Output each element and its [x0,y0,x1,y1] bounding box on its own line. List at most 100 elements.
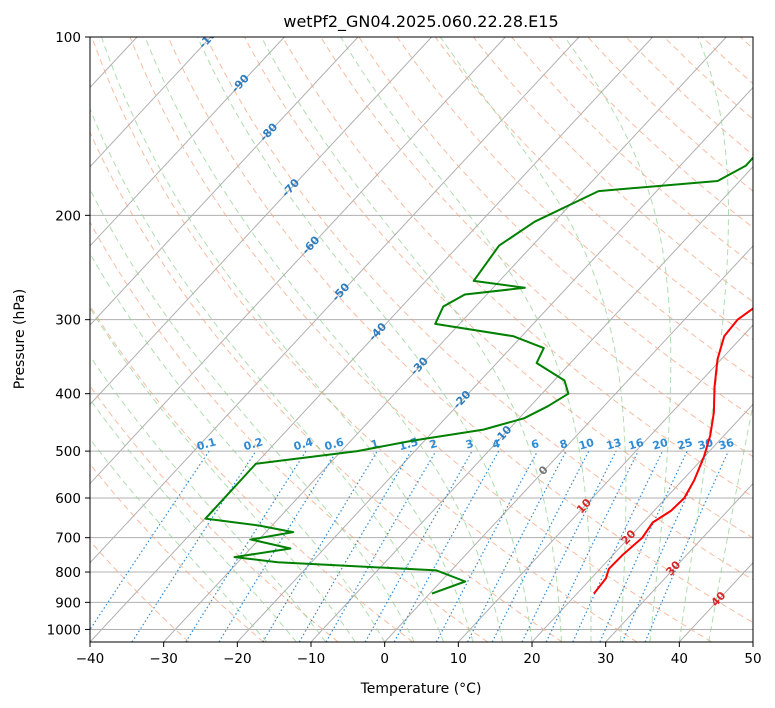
moist-adiabat [564,37,672,642]
isotherm-line [90,37,654,642]
isotherm-line [90,37,433,406]
isotherm-line [384,245,753,642]
dry-adiabat [90,131,563,642]
mixing-ratio-line [393,450,500,642]
y-tick-label: 300 [55,313,81,329]
mixing-ratio-label: 25 [676,436,694,453]
mixing-ratio-label: 16 [627,436,646,453]
mixing-ratio-line [364,450,473,642]
y-tick-label: 200 [55,208,81,224]
isotherm-line [90,37,580,564]
moist-adiabat [90,398,297,642]
mixing-ratio-label: 13 [605,436,623,453]
isotherm-line [90,37,212,168]
dry-adiabat [320,37,753,458]
mixing-ratio-line [298,450,412,642]
moist-adiabat [101,37,474,642]
mixing-ratio-line [521,450,617,642]
dry-adiabat [205,37,753,581]
isotherm-line [90,37,285,247]
mixing-ratio-line [218,450,338,642]
isotherm-line [457,324,753,642]
isotherm-line [605,482,753,642]
isotherm-line [310,165,753,642]
mixing-ratio-line [545,450,639,642]
y-axis-label: Pressure (hPa) [12,289,28,389]
mixing-ratio-label: 0.4 [292,435,315,453]
moist-adiabat [197,37,533,642]
x-axis-label: Temperature (°C) [360,681,482,697]
dry-adiabat [625,37,753,156]
background-lines [0,37,753,642]
mixing-ratio-line [262,450,378,642]
dry-adiabat [282,37,753,498]
y-tick-label: 1000 [47,622,81,638]
dry-adiabat [473,37,753,303]
x-tick-label: −30 [149,651,178,667]
x-tick-label: 50 [744,651,761,667]
mixing-ratio-label: 8 [558,437,569,452]
x-tick-label: −20 [223,651,252,667]
temperature-line [593,307,753,595]
dry-adiabat [129,37,712,642]
y-tick-label: 700 [55,531,81,547]
isotherm-line [236,86,753,642]
mixing-ratio-line [325,450,437,642]
y-tick-label: 500 [55,444,81,460]
mixing-ratio-label: 0.2 [242,435,264,453]
mixing-ratio-label: 30 [696,436,715,453]
chart-title: wetPf2_GN04.2025.060.22.28.E15 [283,12,558,32]
x-tick-label: 0 [380,651,389,667]
dry-adiabat [90,385,339,642]
mixing-ratio-label: 6 [530,437,541,452]
isotherm-line [531,403,753,642]
x-tick-label: 10 [450,651,467,667]
moist-adiabat [260,37,562,642]
dry-adiabat [91,37,638,642]
mixing-ratio-line [185,450,307,642]
plot-area [90,37,753,642]
moist-adiabat [90,107,445,642]
x-tick-label: 20 [523,651,540,667]
mixing-ratio-label: 3 [464,437,475,452]
dry-adiabat [549,37,753,229]
mixing-ratio-label: 10 [577,436,596,453]
moist-adiabat [90,307,356,642]
mixing-ratio-label: 4 [491,437,502,452]
x-tick-label: 30 [597,651,614,667]
dry-adiabat [244,37,753,539]
moist-adiabat [678,37,729,642]
moist-adiabat [708,402,753,642]
moist-adiabat [439,37,627,642]
mixing-ratio-label: 0.6 [323,435,346,453]
moist-adiabat [90,187,415,642]
dewpoint-line [204,156,753,595]
mixing-ratio-label: 2 [428,437,439,452]
moist-adiabat [144,37,503,642]
plot-frame [89,36,754,643]
y-tick-label: 600 [55,491,81,507]
x-tick-label: −10 [297,651,326,667]
x-tick-label: −40 [76,651,105,667]
mixing-ratio-line [644,450,729,642]
y-tick-label: 800 [55,565,81,581]
y-tick-label: 400 [55,387,81,403]
isotherm-line [752,641,753,642]
mixing-ratio-label: 0.1 [195,435,217,453]
mixing-ratio-label: 20 [651,436,670,453]
dry-adiabat [587,37,753,192]
y-tick-label: 100 [55,30,81,46]
mixing-ratio-label: 1 [369,437,380,452]
mixing-ratio-line [572,450,664,642]
moist-adiabat [340,37,592,642]
isotherm-line [90,37,359,326]
x-tick-label: 40 [671,651,688,667]
moist-adiabat [90,355,327,642]
moist-adiabat [90,252,386,642]
dry-adiabat [358,37,753,418]
mixing-ratio-line [599,450,688,642]
dry-adiabat [167,37,753,624]
isotherm-line [0,37,63,642]
y-tick-label: 900 [55,595,81,611]
